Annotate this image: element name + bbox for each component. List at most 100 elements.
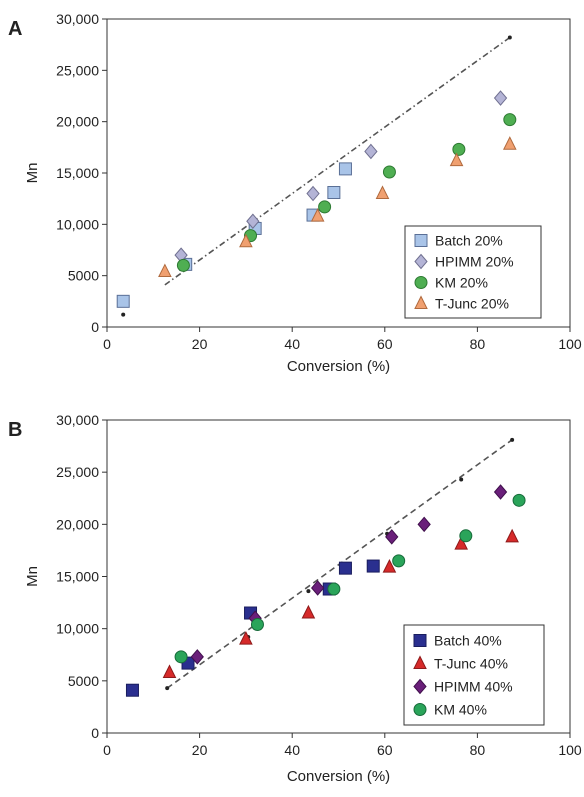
panel-a-chart: A 0 20 40 60 80 100 0 5000 10,000 15,000 20,000 25,0… [8, 11, 582, 375]
panel-a-data-point [327, 186, 341, 200]
panel-a-x-tick-label: 20 [192, 336, 208, 352]
panel-a-y-tick-label: 20,000 [56, 114, 99, 130]
panel-b-legend-label: Batch 40% [434, 633, 502, 649]
panel-a-y-tick-label: 5000 [68, 268, 99, 284]
panel-a-data-point [364, 143, 378, 160]
panel-a-x-tick-label: 60 [377, 336, 393, 352]
panel-a-x-axis-title: Conversion (%) [287, 358, 390, 375]
panel-b-data-point [162, 664, 177, 678]
panel-b-y-tick-label: 30,000 [56, 412, 99, 428]
panel-a-y-tick-label: 25,000 [56, 62, 99, 78]
panel-b-legend-marker [413, 678, 427, 695]
panel-b-legend-marker [413, 634, 427, 647]
panel-b-y-tick-label: 25,000 [56, 464, 99, 480]
panel-a-legend-label: HPIMM 20% [435, 254, 514, 270]
panel-a-y-tick-label: 30,000 [56, 11, 99, 27]
panel-a-data-point [503, 113, 517, 127]
panel-b-trendline-point [306, 589, 311, 594]
panel-a-y-tick-label: 10,000 [56, 216, 99, 232]
panel-a-series-t-junc-20 [158, 136, 517, 278]
panel-b-x-tick-label: 80 [470, 742, 486, 758]
panel-b-data-point [505, 528, 519, 543]
panel-a-data-point [116, 294, 130, 308]
panel-a-data-point [503, 136, 517, 150]
panel-b-data-point [190, 649, 204, 665]
panel-a-x-tick-label: 40 [284, 336, 300, 352]
panel-b-y-tick-label: 10,000 [56, 621, 99, 637]
panel-a-data-point [338, 162, 352, 176]
panel-a-data-point [306, 185, 320, 202]
panel-b-data-point [493, 484, 508, 500]
panel-b-series-km-40 [174, 493, 526, 664]
panel-b-data-point [327, 582, 341, 596]
panel-a-data-point [176, 258, 190, 272]
panel-a-x-tick-label: 80 [470, 336, 486, 352]
panel-a-data-point [310, 208, 325, 222]
panel-b-data-point [301, 604, 316, 619]
panel-b-data-point [239, 630, 253, 645]
panel-b-x-tick-label: 100 [558, 742, 582, 758]
panel-b-x-tick-label: 40 [284, 742, 300, 758]
panel-b-chart: B 0 20 40 60 80 100 0 5000 10,000 15,000 20,000 25,0… [8, 412, 582, 785]
panel-b-x-tick-label: 20 [192, 742, 208, 758]
panel-a-series-km-20 [176, 113, 517, 272]
panel-b-data-point [385, 529, 399, 545]
panel-b-y-tick-label: 0 [91, 725, 99, 741]
panel-a-legend: Batch 20% HPIMM 20% KM 20% T-Junc 20% [404, 225, 542, 319]
panel-a-legend-box [404, 225, 542, 319]
panel-b-data-point [125, 683, 139, 697]
panel-b-data-point [382, 558, 397, 573]
panel-a-y-tick-label: 0 [91, 319, 99, 335]
panel-a-data-point [246, 213, 260, 230]
panel-a-legend-label: T-Junc 20% [435, 296, 509, 312]
panel-b-trendline-point [510, 437, 515, 442]
panel-b-data-point [311, 580, 325, 596]
panel-b-legend-marker [413, 703, 427, 716]
panel-b-data-point [338, 561, 352, 575]
panel-a-data-point [452, 142, 466, 156]
panel-b-trendline-point [165, 686, 170, 691]
panel-b-legend-label: KM 40% [434, 702, 487, 718]
panel-b-x-tick-label: 60 [377, 742, 393, 758]
panel-b-legend-label: HPIMM 40% [434, 679, 513, 695]
panel-a-data-point [318, 200, 332, 214]
panel-a-trendline [164, 36, 511, 286]
panel-a-data-point [382, 165, 396, 179]
panel-b-y-tick-label: 5000 [68, 673, 99, 689]
panel-b-x-axis-title: Conversion (%) [287, 768, 390, 785]
panel-b-legend-box [403, 624, 545, 726]
panel-a-y-axis-title: Mn [24, 163, 41, 184]
panel-a-data-point [449, 152, 464, 167]
panel-b-y-tick-label: 15,000 [56, 569, 99, 585]
panel-a-data-point [239, 233, 253, 248]
panel-a-label: A [8, 18, 22, 40]
panel-a-data-point [375, 185, 390, 200]
panel-b-data-point [512, 493, 526, 507]
panel-a-x-tick-label: 100 [558, 336, 582, 352]
panel-b-legend: Batch 40% T-Junc 40% HPIMM 40% KM 40% [403, 624, 545, 726]
panel-a-legend-marker [414, 276, 428, 289]
panel-a-legend-marker [414, 295, 428, 309]
panel-a-x-tick-label: 0 [103, 336, 111, 352]
panel-a-data-point [493, 90, 508, 106]
panel-a-legend-label: Batch 20% [435, 233, 503, 249]
panel-a-legend-marker [414, 253, 428, 270]
panel-b-y-axis-title: Mn [24, 566, 41, 587]
panel-b-data-point [392, 554, 406, 568]
panel-b-series-t-junc-40 [162, 528, 519, 678]
panel-a-series-hpimm-20 [174, 90, 508, 263]
panel-b-y-tick-label: 20,000 [56, 516, 99, 532]
panel-a-y-tick-label: 15,000 [56, 165, 99, 181]
panel-b-data-point [417, 516, 431, 533]
panel-a-trendline-point [507, 35, 512, 40]
panel-b-data-point [459, 529, 473, 543]
panel-b-x-tick-label: 0 [103, 742, 111, 758]
panel-b-data-point [454, 536, 469, 550]
panel-b-label: B [8, 419, 22, 441]
panel-b-legend-label: T-Junc 40% [434, 656, 508, 672]
panel-b-data-point [366, 559, 380, 573]
panel-a-trendline-point [121, 312, 126, 317]
panel-b-legend-marker [413, 655, 427, 669]
